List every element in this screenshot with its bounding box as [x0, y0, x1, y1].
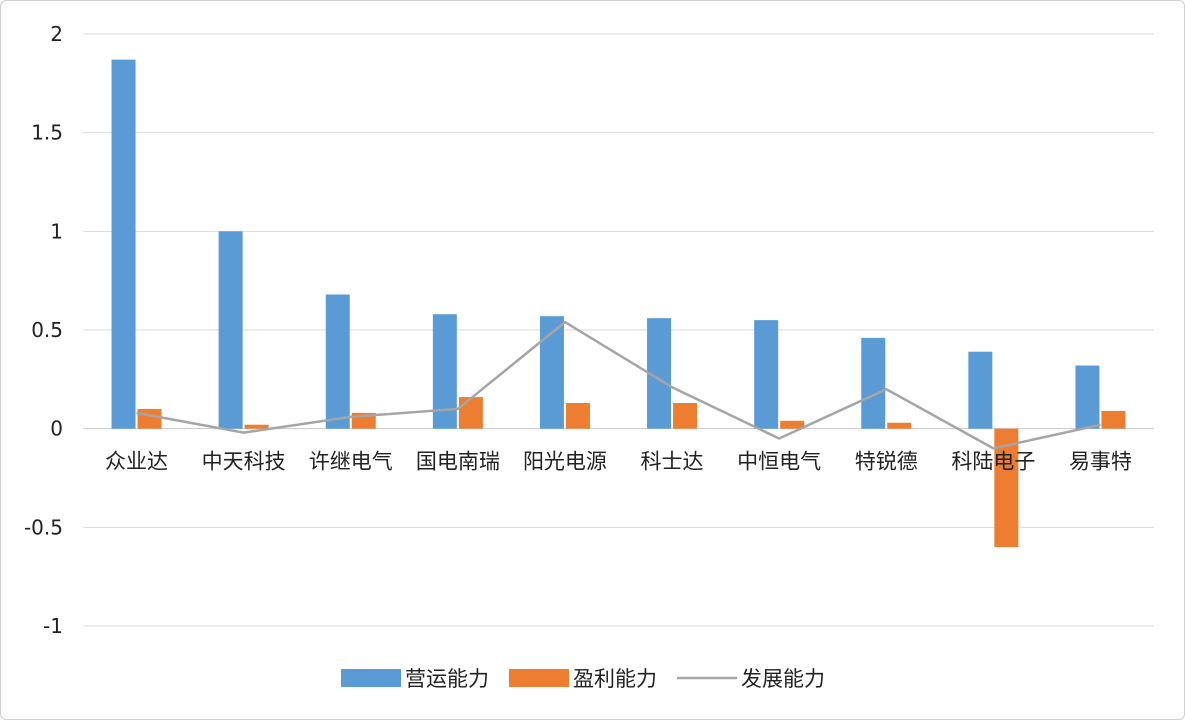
bar-profit — [566, 403, 590, 429]
y-tick-label: 1.5 — [31, 121, 63, 145]
x-tick-label: 特锐德 — [855, 450, 918, 474]
x-tick-label: 国电南瑞 — [416, 450, 500, 474]
y-tick-label: 0.5 — [31, 318, 63, 342]
x-tick-label: 众业达 — [105, 450, 168, 474]
legend-label: 营运能力 — [405, 667, 489, 691]
bar-profit — [887, 423, 911, 429]
y-tick-label: 2 — [50, 22, 63, 46]
legend-swatch — [509, 669, 569, 687]
x-tick-label: 易事特 — [1069, 450, 1132, 474]
y-tick-label: 0 — [50, 417, 63, 441]
y-tick-label: 1 — [50, 219, 63, 243]
bar-profit — [245, 425, 269, 429]
bar-operating — [754, 320, 778, 429]
bar-profit — [138, 409, 162, 429]
line-series — [136, 322, 1100, 448]
legend-label: 盈利能力 — [573, 667, 657, 691]
bar-operating — [1075, 366, 1099, 429]
bar-profit — [673, 403, 697, 429]
bar-profit — [1101, 411, 1125, 429]
x-tick-label: 许继电气 — [309, 450, 393, 474]
bar-operating — [861, 338, 885, 429]
x-tick-label: 中恒电气 — [737, 450, 821, 474]
bar-operating — [326, 294, 350, 428]
legend-swatch — [341, 669, 401, 687]
x-tick-label: 阳光电源 — [523, 450, 607, 474]
y-axis-ticks: 2 1.5 1 0.5 0 -0.5 -1 — [24, 22, 63, 638]
x-axis-ticks: 众业达 中天科技许继电气国电南瑞阳光电源 科士达 中恒电气 特锐德 科陆电子 易事特 — [105, 450, 1132, 474]
x-tick-label: 科士达 — [641, 450, 704, 474]
bar-operating — [968, 352, 992, 429]
bar-operating — [219, 231, 243, 428]
bar-operating — [112, 60, 136, 429]
y-tick-label: -1 — [43, 614, 63, 638]
legend: 营运能力 盈利能力 发展能力 — [341, 667, 825, 691]
legend-label: 发展能力 — [741, 667, 825, 691]
bar-profit — [459, 397, 483, 429]
x-tick-label: 中天科技 — [202, 450, 286, 474]
line-series-development — [137, 322, 1101, 448]
gridlines — [83, 34, 1154, 626]
y-tick-label: -0.5 — [24, 515, 63, 539]
x-tick-label: 科陆电子 — [951, 450, 1035, 474]
